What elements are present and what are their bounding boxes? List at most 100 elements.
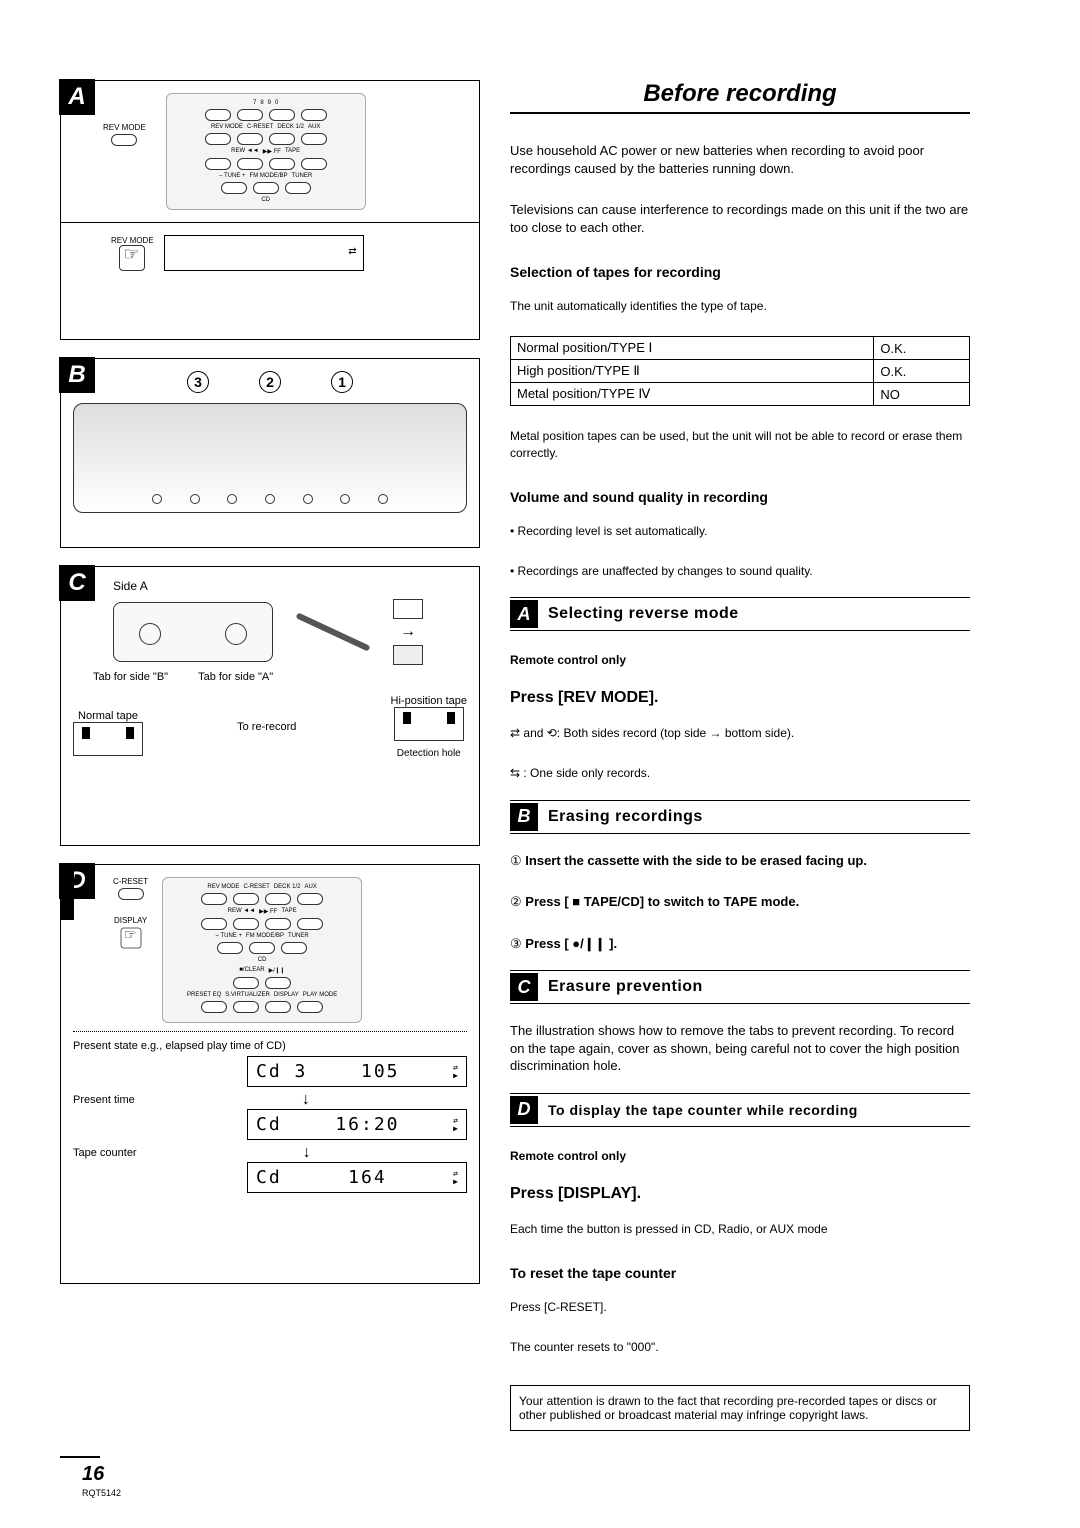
lbl-tuner: TUNER [292,173,313,179]
section-c-title: Erasure prevention [548,978,703,996]
cell-type-3: Metal position/TYPE Ⅳ [511,383,874,406]
lbl-fmmode: FM MODE/BP [250,173,288,179]
page-footer: 16 RQT5142 [82,1463,121,1498]
page-number: 16 [82,1463,104,1486]
dotted-rule [73,1031,467,1032]
main-title: Before recording [510,80,970,114]
cell-ok-3: NO [874,383,970,406]
a-remote-only: Remote control only [510,653,970,667]
footer-rule [60,1456,100,1458]
hand-press-display-icon [120,928,141,949]
a-line1a: ⇄ and ⟲: Both sides record (top side → b… [510,725,970,741]
lcd-frame-a: ⇄ [164,235,364,271]
cassette-icon [113,602,273,662]
rev-mode-button-icon [111,134,137,146]
side-a-label: Side A [113,579,467,593]
remote-panel-d: REV MODEC-RESETDECK 1/2AUX REW ◄◄▶▶ FFTA… [162,877,362,1023]
intro-p1: Use household AC power or new batteries … [510,142,970,177]
diagram-block-c: C Side A → Tab for side "B" Tab for side… [60,566,480,846]
num-8: 8 [260,100,263,106]
d-desc: Each time the button is pressed in CD, R… [510,1221,970,1237]
b-step1: ① Insert the cassette with the side to b… [510,852,970,870]
diagram-block-a: A REV MODE 7890 REV MODEC-RESETDECK 1/2A… [60,80,480,340]
lcd1-left: Cd 3 [256,1061,307,1082]
tab-a-label: Tab for side "A" [198,671,273,683]
lbl-ff: ▶▶ FF [263,148,281,155]
tape-type-table: Normal position/TYPE ⅠO.K. High position… [510,336,970,406]
copyright-note: Your attention is drawn to the fact that… [510,1385,970,1431]
lcd-2: Cd 16:20 ⇄▶ [247,1109,467,1140]
lbl-aux: AUX [308,124,320,130]
section-b-head: B Erasing recordings [510,800,970,834]
num-9: 9 [268,100,271,106]
rev-mode-small-label: REV MODE [103,123,146,132]
cell-ok-2: O.K. [874,360,970,383]
block-letter-c: C [59,565,95,601]
tape-selection-heading: Selection of tapes for recording [510,264,970,280]
section-d-head: D To display the tape counter while reco… [510,1093,970,1127]
volume-heading: Volume and sound quality in recording [510,489,970,505]
section-a-title: Selecting reverse mode [548,605,739,623]
creset-small-label: C-RESET [113,877,148,886]
volume-b1: • Recording level is set automatically. [510,523,970,539]
section-b-letter: B [510,803,538,831]
lcd1-right: 105 [361,1061,400,1082]
lbl-creset: C-RESET [247,124,273,130]
normal-tape-diagram [73,722,143,756]
side-section-label: Recording operations [0,594,1,780]
device-top-illustration [73,403,467,513]
tape-counter-label: Tape counter [73,1147,137,1159]
hiposition-label: Hi-position tape [391,695,467,707]
section-d-title: To display the tape counter while record… [548,1102,858,1118]
d-press: Press [DISPLAY]. [510,1185,970,1203]
lcd2-left: Cd [256,1114,282,1135]
d-reset-heading: To reset the tape counter [510,1265,970,1281]
lbl-tape: TAPE [285,148,300,155]
tape-covered-icon [393,645,423,665]
circ-3: 3 [187,371,209,393]
diagram-block-b: B 3 2 1 [60,358,480,548]
present-state-label: Present state e.g., elapsed play time of… [73,1040,286,1052]
d-reset-2: The counter resets to "000". [510,1339,970,1355]
circ-2: 2 [259,371,281,393]
c-desc: The illustration shows how to remove the… [510,1022,970,1075]
table-row: Metal position/TYPE ⅣNO [511,383,970,406]
cell-type-2: High position/TYPE Ⅱ [511,360,874,383]
section-a-letter: A [510,600,538,628]
d-remote-only: Remote control only [510,1149,970,1163]
intro-p2: Televisions can cause interference to re… [510,201,970,236]
lbl-deck: DECK 1/2 [277,124,304,130]
table-row: Normal position/TYPE ⅠO.K. [511,337,970,360]
block-letter-b: B [59,357,95,393]
section-c-letter: C [510,973,538,1001]
lcd-1: Cd 3 105 ⇄▶ [247,1056,467,1087]
circ-1: 1 [331,371,353,393]
metal-note: Metal position tapes can be used, but th… [510,428,970,460]
section-d-letter: D [510,1096,538,1124]
num-7: 7 [253,100,256,106]
cell-ok-1: O.K. [874,337,970,360]
detection-hole-label: Detection hole [391,748,467,759]
tab-b-label: Tab for side "B" [93,671,168,683]
display-small-label: DISPLAY [113,916,148,925]
doc-code: RQT5142 [82,1488,121,1498]
rerecord-label: To re-record [237,721,296,733]
remote-panel-a: 7890 REV MODEC-RESETDECK 1/2AUX REW ◄◄▶▶… [166,93,366,210]
present-time-label: Present time [73,1094,135,1106]
a-line1b: ⇆ : One side only records. [510,765,970,781]
lbl-tune: – TUNE + [219,173,245,179]
b-step3: ③ Press [ ●/❙❙ ]. [510,935,970,953]
edge-tab [60,870,74,920]
right-column: Before recording Use household AC power … [510,80,970,1431]
tape-piece-icon [393,599,423,619]
volume-b2: • Recordings are unaffected by changes t… [510,563,970,579]
cd-label: CD [173,197,359,203]
b-step2: ② Press [ ■ TAPE/CD] to switch to TAPE m… [510,893,970,911]
lcd3-left: Cd [256,1167,282,1188]
num-0: 0 [275,100,278,106]
lcd2-right: 16:20 [335,1114,399,1135]
tape-selection-desc: The unit automatically identifies the ty… [510,298,970,314]
section-a-head: A Selecting reverse mode [510,597,970,631]
page-grid: A REV MODE 7890 REV MODEC-RESETDECK 1/2A… [60,80,1020,1431]
hand-press-icon [119,245,145,271]
